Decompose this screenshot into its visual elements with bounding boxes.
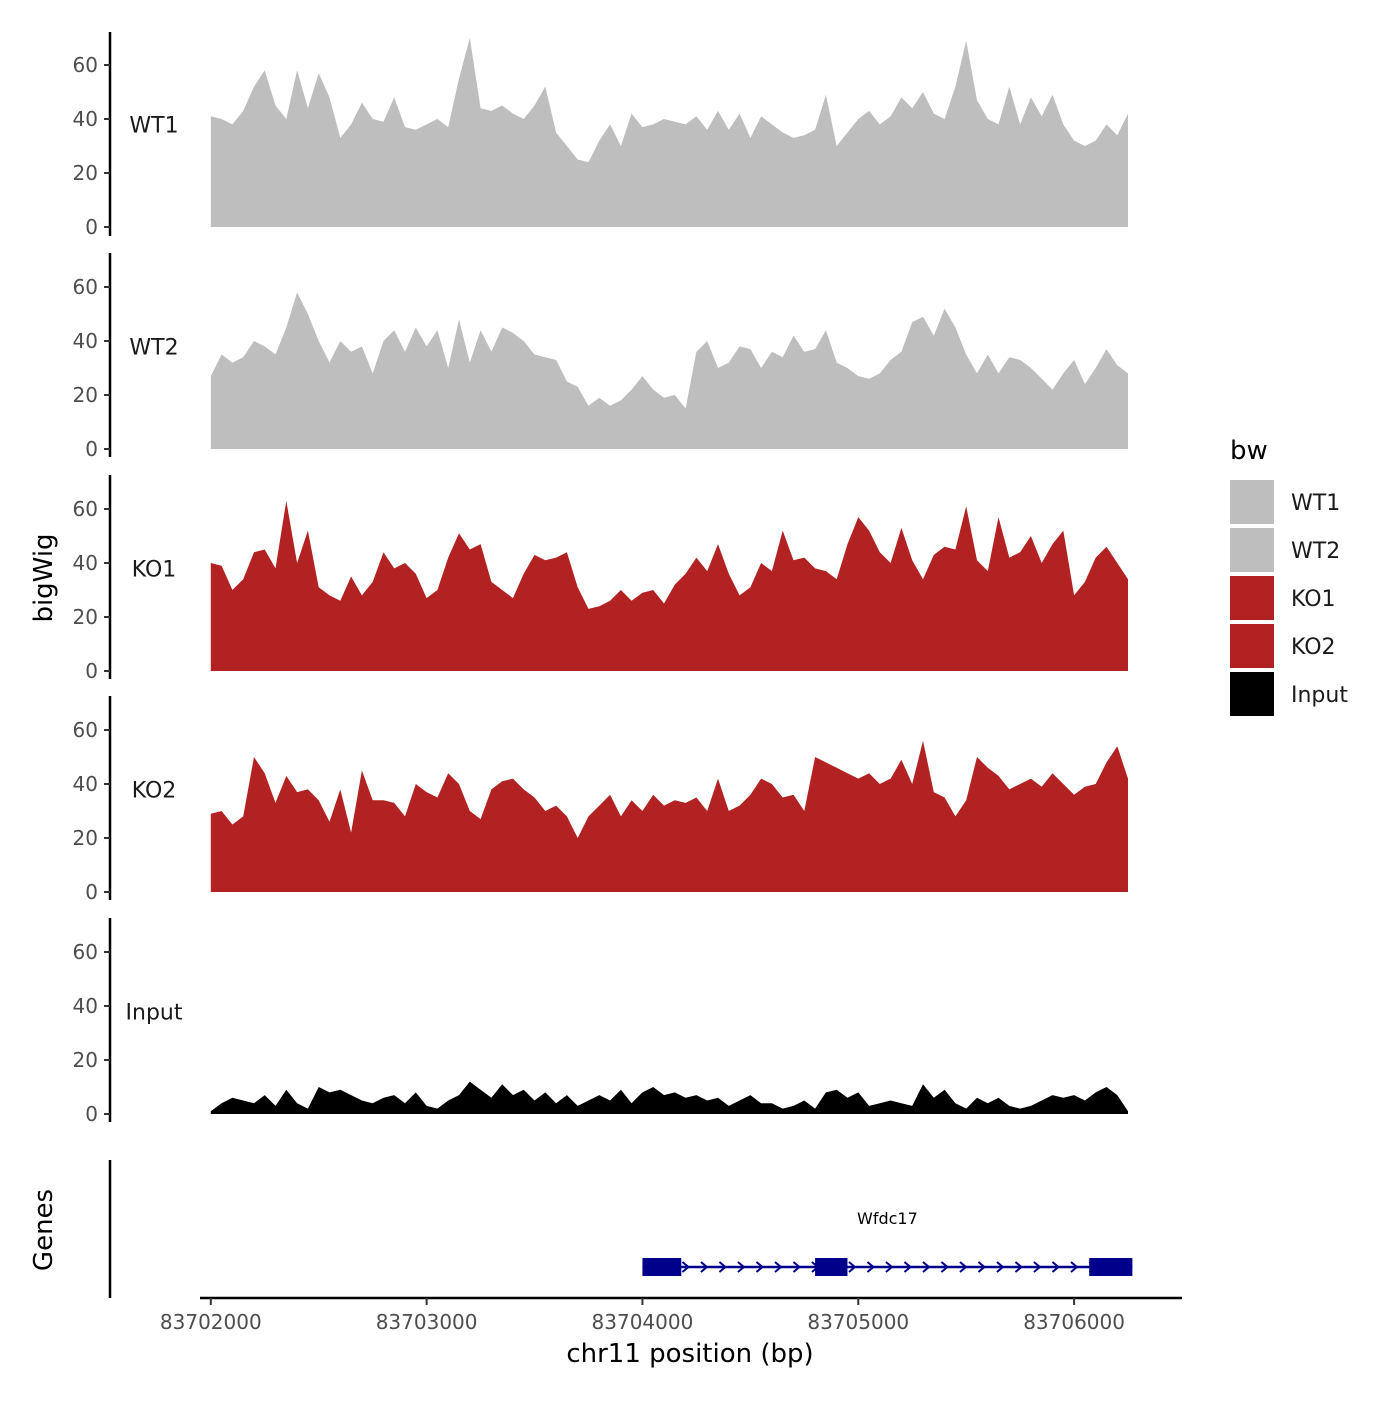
y-tick-label: 20 [73,383,98,407]
legend-label: Input [1291,683,1348,708]
legend-swatch [1230,576,1274,620]
track-panel-input: 0 20 40 60 Input [73,918,1129,1126]
strand-arrow [903,1261,913,1273]
strand-arrow [1070,1261,1079,1273]
track-panels: 0 20 40 60 WT1 0 20 40 60 WT2 0 20 40 60 KO1 0 20 40 60 KO2… [73,32,1129,1126]
area-wt1 [210,38,1129,227]
y-tick-label: 20 [73,605,98,629]
y-tick-label: 60 [73,718,98,742]
track-label-wt2: WT2 [129,335,178,360]
legend-item-input: Input [1230,672,1348,716]
y-tick-label: 0 [85,880,98,904]
y-tick-label: 60 [73,497,98,521]
area-ko1 [210,500,1129,671]
x-tick-label: 83705000 [807,1310,909,1334]
y-tick-label: 0 [85,659,98,683]
y-tick-label: 20 [73,826,98,850]
legend-swatch [1230,480,1274,524]
x-tick-label: 83704000 [592,1310,694,1334]
x-tick-label: 83706000 [1023,1310,1125,1334]
strand-arrow [718,1261,728,1273]
gene-exon [1089,1258,1133,1276]
strand-arrow [977,1261,987,1273]
track-label-ko2: KO2 [132,778,177,803]
strand-arrow [996,1261,1005,1273]
strand-arrow [885,1261,894,1273]
strand-arrow [681,1261,691,1273]
track-panel-ko1: 0 20 40 60 KO1 [73,475,1129,683]
track-label-input: Input [126,1000,183,1025]
strand-arrow [1014,1261,1024,1273]
legend-label: WT2 [1291,539,1340,564]
gene-panel-title: Genes [29,1189,59,1271]
area-ko2 [210,740,1129,892]
legend-title: bw [1230,436,1268,466]
y-tick-label: 20 [73,161,98,185]
y-tick-label: 40 [73,994,98,1018]
legend-item-wt2: WT2 [1230,528,1340,572]
strand-arrow [700,1261,709,1273]
track-panel-wt1: 0 20 40 60 WT1 [73,32,1129,239]
strand-arrow [959,1261,968,1273]
x-tick-label: 83702000 [160,1310,262,1334]
strand-arrow [1051,1261,1061,1273]
y-tick-label: 20 [73,1048,98,1072]
gene-exon [815,1258,848,1276]
x-tick-label: 83703000 [376,1310,478,1334]
y-tick-label: 60 [73,275,98,299]
y-tick-label: 40 [73,772,98,796]
gene-name-label: Wfdc17 [857,1209,918,1228]
legend: bw WT1 WT2 KO1 KO2 Input [1230,436,1348,716]
y-tick-label: 0 [85,1102,98,1126]
area-wt2 [210,292,1129,449]
track-label-wt1: WT1 [129,113,178,138]
y-tick-label: 40 [73,329,98,353]
y-tick-label: 40 [73,551,98,575]
y-tick-label: 60 [73,53,98,77]
track-label-ko1: KO1 [132,557,177,582]
x-axis: 83702000 83703000 83704000 83705000 83706000 [160,1296,1182,1334]
legend-item-ko1: KO1 [1230,576,1336,620]
strand-arrow [940,1261,950,1273]
track-panel-wt2: 0 20 40 60 WT2 [73,253,1129,461]
legend-label: KO1 [1291,587,1336,612]
legend-item-wt1: WT1 [1230,480,1340,524]
track-panel-ko2: 0 20 40 60 KO2 [73,696,1129,904]
strand-arrow [866,1261,876,1273]
y-tick-label: 0 [85,215,98,239]
legend-label: WT1 [1291,491,1340,516]
y-axis-title: bigWig [29,533,59,622]
strand-arrow [755,1261,765,1273]
strand-arrow [922,1261,931,1273]
legend-swatch [1230,624,1274,668]
legend-item-ko2: KO2 [1230,624,1336,668]
y-tick-label: 40 [73,107,98,131]
gene-panel: Wfdc17 [108,1160,1133,1298]
y-tick-label: 60 [73,940,98,964]
area-input [210,1081,1129,1114]
gene-exon [642,1258,682,1276]
x-axis-title: chr11 position (bp) [566,1339,813,1369]
strand-arrow [737,1261,746,1273]
strand-arrow [792,1261,802,1273]
legend-swatch [1230,528,1274,572]
strand-arrow [774,1261,783,1273]
strand-arrow [1033,1261,1042,1273]
y-tick-label: 0 [85,437,98,461]
legend-swatch [1230,672,1274,716]
legend-label: KO2 [1291,635,1336,660]
strand-arrow [848,1261,857,1273]
